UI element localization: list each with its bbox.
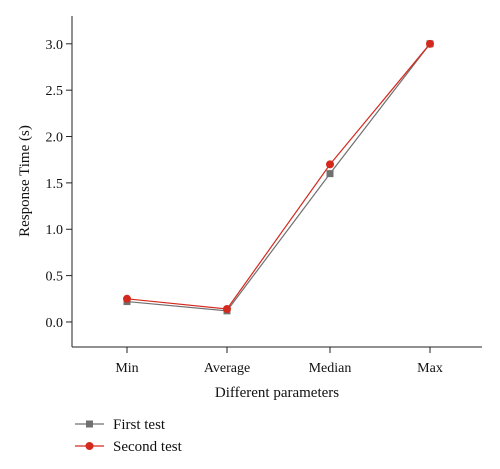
data-point-circle [426, 39, 434, 48]
legend-label: Second test [113, 439, 183, 455]
plot-frame [71, 16, 482, 348]
data-point-square [326, 170, 334, 178]
y-axis-ticks: 0.0 0.5 1.0 1.5 2.0 2.5 3.0 [46, 38, 72, 331]
x-tick-label: Average [204, 361, 250, 376]
series-line-2 [126, 43, 431, 310]
y-tick-label: 2.0 [46, 131, 64, 146]
y-tick-label: 0.5 [46, 270, 64, 285]
legend-item-1: First test [75, 417, 166, 433]
y-tick-label: 1.5 [46, 177, 64, 192]
data-point-circle [326, 160, 334, 169]
legend-label: First test [113, 417, 166, 433]
y-tick-label: 1.0 [46, 223, 64, 238]
y-tick-label: 2.5 [46, 84, 64, 99]
series-line-1 [126, 43, 431, 312]
x-tick-label: Median [309, 361, 352, 376]
x-tick-label: Max [417, 361, 443, 376]
y-axis-label: Response Time (s) [17, 125, 33, 237]
legend-marker-square [86, 420, 93, 428]
x-axis-ticks: Min Average Median Max [115, 347, 443, 376]
data-point-circle [123, 294, 131, 303]
legend-marker-circle [85, 442, 94, 450]
y-tick-label: 0.0 [46, 316, 64, 331]
x-tick-label: Min [115, 361, 138, 376]
legend-item-2: Second test [75, 439, 183, 455]
y-tick-label: 3.0 [46, 38, 64, 53]
legend: First test Second test [75, 417, 183, 455]
x-axis-label: Different parameters [215, 385, 339, 401]
series-layer [123, 39, 434, 315]
data-point-circle [223, 304, 231, 313]
